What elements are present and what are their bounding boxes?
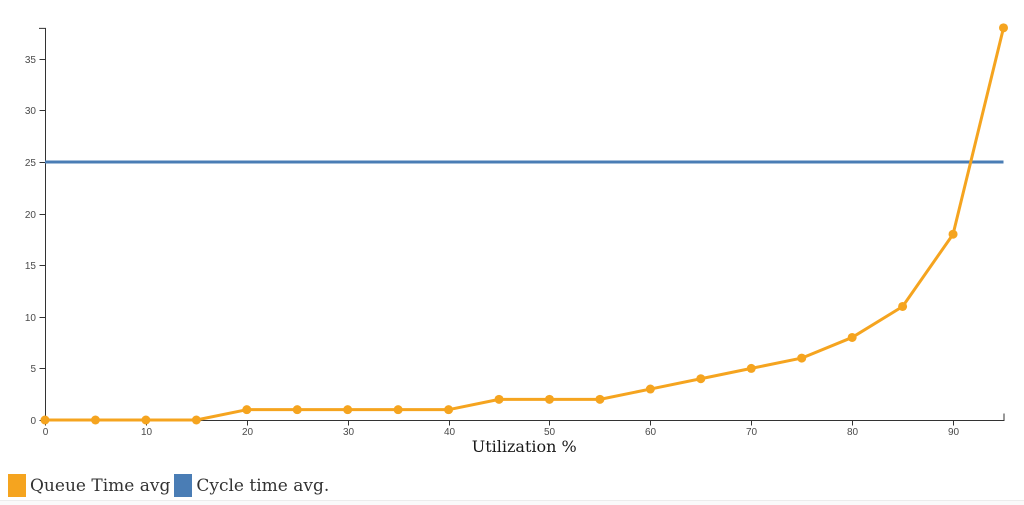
series-line-queue-time-avg [45,27,1005,422]
legend-swatch-queue-time [8,474,26,497]
x-axis-tick-label: 40 [444,427,456,438]
x-axis-tick-label: 70 [746,427,758,438]
y-axis-tick-label: 35 [25,55,37,66]
data-point[interactable] [444,405,454,415]
data-point[interactable] [595,394,605,404]
x-axis-title: Utilization % [472,437,577,456]
legend-label-cycle-time: Cycle time avg. [196,475,330,496]
data-point[interactable] [494,394,504,404]
x-axis-tick-label: 80 [847,427,859,438]
data-point[interactable] [40,415,50,425]
x-axis-tick-label: 50 [544,427,556,438]
x-axis-tick-label: 0 [43,427,49,438]
legend-label-queue-time: Queue Time avg [30,475,171,496]
data-point[interactable] [696,374,706,384]
y-axis-tick-label: 15 [25,261,37,272]
data-point[interactable] [343,405,353,415]
legend-item-cycle-time-avg[interactable]: Cycle time avg. [174,474,329,497]
data-point[interactable] [645,384,655,394]
x-axis-tick-label: 30 [343,427,355,438]
y-axis-tick-label: 30 [25,106,37,117]
x-axis-tick-label: 10 [141,427,153,438]
x-axis-tick-label: 60 [645,427,657,438]
y-axis-tick-label: 25 [25,158,37,169]
y-axis-tick-label: 10 [25,313,37,324]
x-axis-tick-label: 20 [242,427,254,438]
axis-frame [39,27,1005,421]
data-point[interactable] [999,23,1008,33]
data-point[interactable] [847,332,857,342]
y-axis-tick-label: 5 [30,364,36,375]
line-chart-canvas: 0 5 10 15 20 25 30 35 0 10 20 30 40 50 60 70 80 90 Utiliza… [25,23,1008,456]
x-axis-tick-label: 90 [948,427,960,438]
data-point[interactable] [948,229,958,239]
chart-area: 0 5 10 15 20 25 30 35 0 10 20 30 40 50 60 70 80 90 Utiliza… [25,23,1008,456]
y-axis-tick-label: 20 [25,210,37,221]
data-point[interactable] [393,405,403,415]
data-point[interactable] [544,394,554,404]
legend-item-queue-time-avg[interactable]: Queue Time avg [8,474,170,497]
page-bottom-edge [0,500,1024,505]
data-point[interactable] [797,353,807,363]
data-point[interactable] [90,415,100,425]
data-point[interactable] [746,363,756,373]
data-point[interactable] [191,415,201,425]
data-point[interactable] [242,405,252,415]
chart-legend: Queue Time avg Cycle time avg. [8,474,329,497]
data-point[interactable] [141,415,151,425]
legend-swatch-cycle-time [174,474,193,497]
data-point[interactable] [292,405,302,415]
data-point[interactable] [898,301,908,311]
y-axis-tick-label: 0 [30,416,36,427]
